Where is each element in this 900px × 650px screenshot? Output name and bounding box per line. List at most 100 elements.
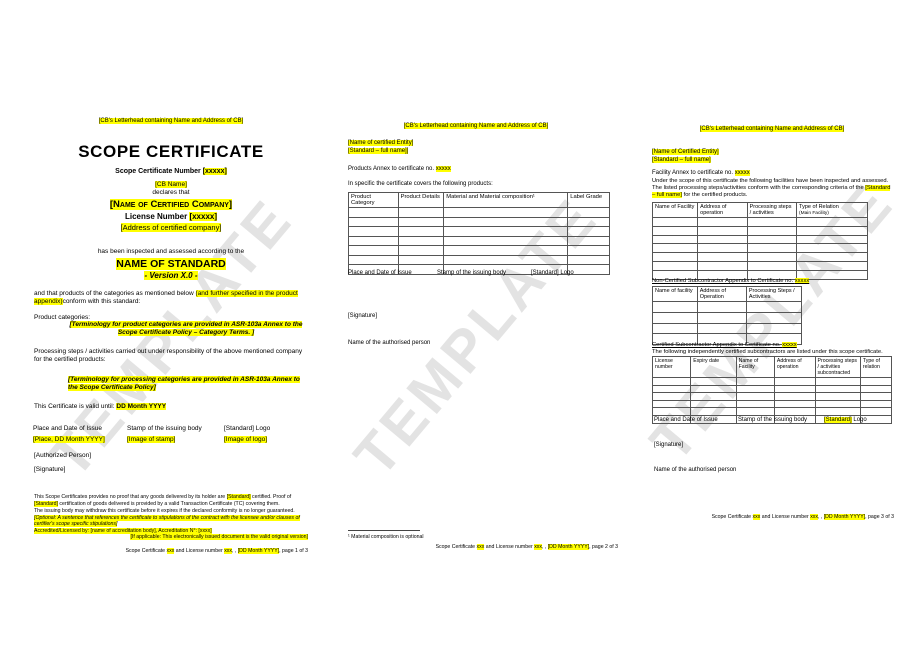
stamp-label: Stamp of the issuing body <box>127 425 202 432</box>
cert-number-placeholder: xxxxx <box>782 342 797 348</box>
col-facility-name: Name of Facility <box>651 202 699 218</box>
fine-print-accreditation: Accredited/Licensed by: [name of accredi… <box>34 528 212 535</box>
table-row <box>651 217 868 227</box>
inspected-line: has been inspected and assessed accordin… <box>97 248 245 255</box>
signature-placeholder: [Signature] <box>654 442 684 448</box>
processing-steps-paragraph: Processing steps / activities carried ou… <box>34 348 303 364</box>
main-facility-subheader: (Main Facility) <box>799 211 829 216</box>
products-annex-line: Products Annex to certificate no. xxxxx <box>348 166 451 172</box>
fine-print-line-3: The issuing body may withdraw this certi… <box>34 507 295 514</box>
certificate-number-placeholder: [xxxxx] <box>202 168 227 175</box>
table-row <box>652 333 803 346</box>
place-date-label: Place and Date of Issue <box>33 425 103 432</box>
table-row <box>348 245 610 256</box>
authorized-person: [Authorized Person] <box>34 452 92 459</box>
facility-intro: Under the scope of this certificate the … <box>652 178 891 199</box>
standard-name: NAME OF STANDARD <box>116 258 226 270</box>
standard-logo-label: [Standard] Logo <box>824 417 867 423</box>
col-license-number: License number <box>651 356 692 378</box>
table-row <box>652 311 803 324</box>
standard-full-name: [Standard – full name]] <box>348 148 409 154</box>
table-row <box>651 269 868 280</box>
table-row <box>651 407 893 416</box>
standard-logo-label: [Standard] Logo <box>531 270 574 276</box>
page-footer: Scope Certificate xxx and License number… <box>125 548 308 554</box>
table-row <box>651 225 868 236</box>
page-title: SCOPE CERTIFICATE <box>78 142 264 161</box>
stamp-label: Stamp of the issuing body <box>738 417 808 423</box>
certificate-page-1: TEMPLATE [CB's Letterhead containing Nam… <box>28 104 314 572</box>
col-address-operation: Address of operation <box>773 356 816 378</box>
table-row <box>348 216 610 227</box>
cert-subcontractor-table: License number Expiry date Name of Facil… <box>651 356 893 424</box>
issue-row: Place and Date of Issue Stamp of the iss… <box>654 417 892 425</box>
conform-paragraph: and that products of the categories as m… <box>34 290 298 306</box>
fine-print: This Scope Certificates provides no proo… <box>34 494 308 535</box>
certified-company-name: [Name of Certified Company] <box>109 199 233 210</box>
page-footer: Scope Certificate xxx and License number… <box>711 514 894 520</box>
table-row <box>651 234 868 245</box>
col-type-relation: Type of relation <box>859 356 893 378</box>
place-date-placeholder: [Place, DD Month YYYY] <box>33 436 105 444</box>
material-footnote: ¹ Material composition is optional <box>348 534 424 540</box>
place-date-label: Place and Date of Issue <box>348 270 412 276</box>
table-row <box>652 301 803 313</box>
logo-column: [Standard] Logo [Image of logo] <box>224 425 308 445</box>
col-facility-name: Name of Facility <box>735 356 775 378</box>
col-processing-subcontracted: Processing steps / activities subcontrac… <box>814 356 861 378</box>
fine-print-line-2: [Standard] certification of goods delive… <box>34 500 280 507</box>
col-label-grade: Label Grade <box>567 192 610 208</box>
signature-placeholder: [Signature] <box>348 313 378 319</box>
col-address-operation: Address of operation <box>697 202 748 218</box>
certified-entity: [Name of Certified Entity] <box>652 149 719 155</box>
col-material-composition: Material and Material composition¹ <box>443 192 569 208</box>
table-row <box>651 260 868 271</box>
certificate-page-3: TEMPLATE [CB's Letterhead containing Nam… <box>646 110 898 534</box>
cert-appendix-intro: The following independently certified su… <box>652 349 883 355</box>
stamp-label: Stamp of the issuing body <box>437 270 507 276</box>
table-row <box>651 399 893 409</box>
fine-print-line-1: This Scope Certificates provides no proo… <box>34 494 292 500</box>
valid-until-date: DD Month YYYY <box>116 403 167 410</box>
cb-letterhead: [CB's Letterhead containing Name and Add… <box>403 123 549 129</box>
annex-number-placeholder: xxxxx <box>435 166 451 172</box>
table-row <box>651 243 868 254</box>
facility-table-header-row: Name of Facility Address of operation Pr… <box>651 202 868 218</box>
signature-placeholder: [Signature] <box>34 466 66 473</box>
cb-name: [CB Name] <box>155 181 187 188</box>
facility-annex-line: Facility Annex to certificate no. xxxxx <box>652 170 750 176</box>
cert-table-header-row: License number Expiry date Name of Facil… <box>651 356 893 378</box>
table-row <box>651 377 893 386</box>
certificate-number-line: Scope Certificate Number [xxxxx] <box>115 168 227 175</box>
noncert-appendix-title: Non-Certified Subcontractor Appendix to … <box>652 278 810 284</box>
certified-entity: [Name of certified Entity] <box>348 140 414 146</box>
col-address-operation: Address of Operation <box>696 286 747 302</box>
place-date-column: Place and Date of Issue [Place, DD Month… <box>33 425 127 445</box>
product-categories-label: Product categories: <box>34 314 91 321</box>
certificate-page-2: TEMPLATE [CB's Letterhead containing Nam… <box>330 106 622 568</box>
footnote-divider <box>348 530 420 531</box>
product-categories-note: [Terminology for product categories are … <box>69 321 303 337</box>
cert-appendix-title: Certified Subcontractor Appendix to Cert… <box>652 342 797 348</box>
col-facility-name: Name of facility <box>652 286 698 302</box>
table-row <box>348 264 610 275</box>
if-applicable-note: [If applicable: This electronically issu… <box>130 534 308 540</box>
noncert-table-header-row: Name of facility Address of Operation Pr… <box>652 286 803 302</box>
valid-until-line: This Certificate is valid until: DD Mont… <box>34 403 167 410</box>
processing-categories-note: [Terminology for processing categories a… <box>68 376 300 392</box>
license-number-line: License Number [xxxxx] <box>124 212 218 221</box>
table-row <box>651 392 893 401</box>
license-number-placeholder: [xxxxx] <box>189 212 218 221</box>
standard-full-name: [Standard – full name] <box>652 157 711 163</box>
noncert-number-placeholder: xxxxx <box>794 278 810 284</box>
authorised-person-label: Name of the authorised person <box>348 340 431 346</box>
table-row <box>651 252 868 262</box>
standard-version: - Version X.0 - <box>144 271 198 280</box>
table-row <box>348 254 610 265</box>
col-product-details: Product Details <box>397 192 445 208</box>
products-intro: In specific the certificate covers the f… <box>348 181 493 187</box>
products-table: Product Category Product Details Materia… <box>348 192 610 275</box>
col-processing-steps: Processing Steps / Activities <box>745 286 803 302</box>
table-row <box>348 207 610 218</box>
noncert-subcontractor-table: Name of facility Address of Operation Pr… <box>652 286 803 346</box>
